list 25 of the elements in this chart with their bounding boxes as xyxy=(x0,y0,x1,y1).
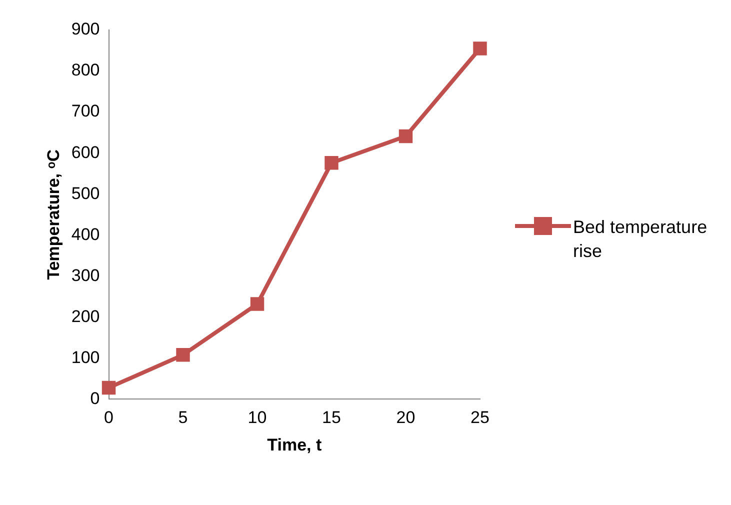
x-tick-label: 10 xyxy=(248,408,267,428)
y-tick-label: 900 xyxy=(71,20,100,39)
y-tick-label: 0 xyxy=(90,388,100,408)
x-tick-label: 20 xyxy=(396,408,416,428)
x-tick-label: 0 xyxy=(104,408,114,428)
y-tick-label: 300 xyxy=(71,266,100,285)
point xyxy=(176,348,190,362)
y-tick-label: 600 xyxy=(71,142,100,162)
y-tick-label: 400 xyxy=(71,224,100,244)
point xyxy=(473,42,487,56)
point xyxy=(250,297,264,311)
x-tick-label: 5 xyxy=(178,408,188,428)
point xyxy=(102,380,116,395)
point xyxy=(398,129,413,144)
x-tick-label: 15 xyxy=(322,408,341,428)
x-axis-title: Time, t xyxy=(267,435,322,454)
legend-label: Bed temperature rise xyxy=(573,216,708,263)
x-tick-label: 25 xyxy=(470,408,490,428)
y-tick-label: 700 xyxy=(71,102,100,121)
y-tick-label: 500 xyxy=(71,184,100,203)
point xyxy=(324,156,338,170)
y-tick-label: 100 xyxy=(71,348,100,367)
y-tick-label: 800 xyxy=(71,60,100,80)
y-tick-label: 200 xyxy=(71,306,100,326)
y-axis-title: Temperature, ᵒC xyxy=(44,149,63,280)
